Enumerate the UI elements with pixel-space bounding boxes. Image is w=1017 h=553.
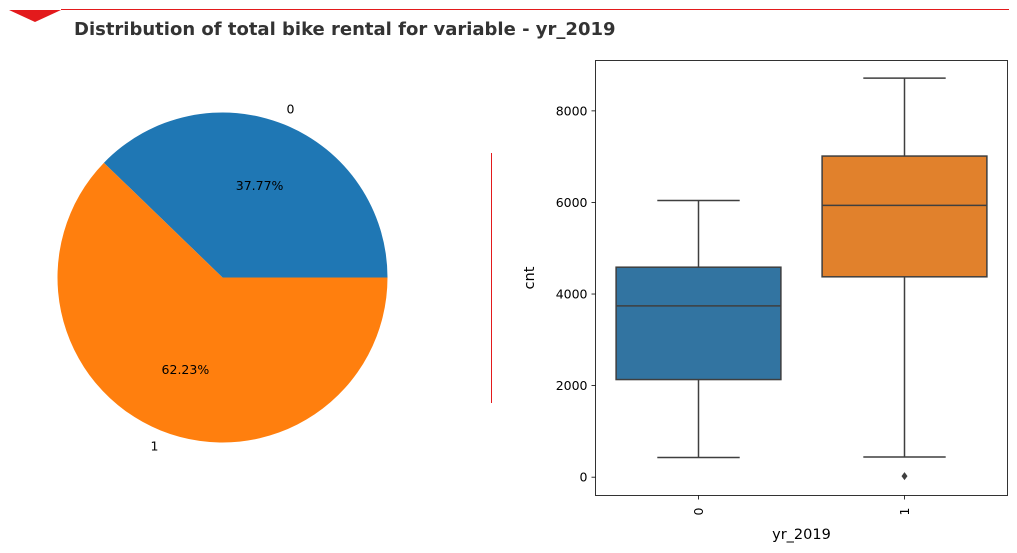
y-tick-label: 6000 [556, 195, 588, 210]
y-axis-label: cnt [522, 266, 538, 289]
pie-chart: 37.77% 0 62.23% 1 [57, 102, 388, 453]
pie-slice-1 [57, 162, 388, 443]
x-tick-label-1: 1 [897, 508, 912, 516]
pie-category-label-1: 1 [150, 438, 158, 453]
iqr-box [821, 155, 988, 278]
x-tick-label-0: 0 [691, 507, 706, 515]
pie-pct-label-0: 37.77% [236, 178, 284, 193]
y-tick-label: 0 [580, 470, 588, 485]
y-tick-label: 4000 [556, 287, 588, 302]
pie-slice-0 [103, 112, 388, 278]
header-triangle-icon [9, 10, 61, 22]
y-tick-label: 8000 [556, 103, 588, 118]
y-tick-label: 2000 [556, 378, 588, 393]
box-0 [615, 199, 782, 459]
x-axis-label: yr_2019 [772, 527, 831, 543]
pie-pct-label-1: 62.23% [162, 362, 210, 377]
pie-category-label-0: 0 [287, 102, 295, 117]
box-1 [821, 77, 988, 481]
outlier-marker [901, 472, 908, 481]
iqr-box [615, 266, 782, 381]
box-plot: 0 1 0 2000 4000 6000 8000 yr_2019 cnt [522, 60, 1008, 543]
plot-frame [595, 60, 1008, 496]
chart-title: Distribution of total bike rental for va… [74, 19, 616, 40]
